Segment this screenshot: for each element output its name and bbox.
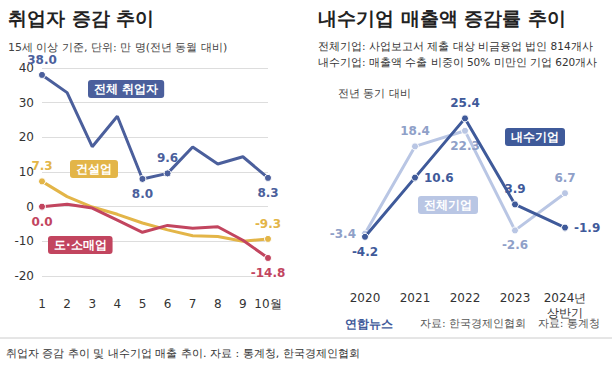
svg-text:20: 20 — [19, 130, 34, 144]
svg-text:10.6: 10.6 — [424, 171, 454, 185]
svg-text:자료: 통계청: 자료: 통계청 — [537, 317, 600, 330]
svg-text:22.3: 22.3 — [450, 139, 480, 153]
svg-text:9.6: 9.6 — [157, 151, 178, 165]
svg-text:-4.2: -4.2 — [352, 245, 378, 259]
svg-text:10월: 10월 — [254, 297, 281, 311]
svg-text:-3.4: -3.4 — [330, 227, 356, 241]
svg-text:38.0: 38.0 — [27, 53, 57, 67]
svg-text:상반기: 상반기 — [547, 306, 583, 320]
svg-text:6.7: 6.7 — [554, 171, 575, 185]
svg-text:9: 9 — [239, 297, 247, 311]
svg-text:7: 7 — [189, 297, 197, 311]
svg-text:3: 3 — [88, 297, 96, 311]
svg-text:7.3: 7.3 — [31, 159, 52, 173]
svg-text:1: 1 — [38, 297, 46, 311]
svg-text:8.3: 8.3 — [257, 186, 278, 200]
svg-text:-10: -10 — [14, 234, 34, 248]
svg-text:-2.6: -2.6 — [502, 238, 528, 252]
svg-text:건설업: 건설업 — [76, 162, 112, 176]
svg-text:2: 2 — [63, 297, 71, 311]
svg-text:25.4: 25.4 — [450, 96, 480, 110]
svg-text:-9.3: -9.3 — [255, 217, 281, 231]
svg-text:-1.9: -1.9 — [574, 221, 600, 235]
svg-text:6: 6 — [164, 297, 172, 311]
svg-text:도·소매업: 도·소매업 — [54, 238, 107, 252]
svg-text:4: 4 — [114, 297, 122, 311]
svg-text:3.9: 3.9 — [504, 182, 525, 196]
svg-text:전체기업: 사업보고서 제출 대상 비금융업 법인 814개: 전체기업: 사업보고서 제출 대상 비금융업 법인 814개사 — [318, 40, 593, 52]
svg-text:2022: 2022 — [450, 291, 481, 305]
svg-text:내수기업 매출액 증감률 추이: 내수기업 매출액 증감률 추이 — [318, 7, 566, 29]
svg-text:2020: 2020 — [350, 291, 381, 305]
svg-text:5: 5 — [139, 297, 147, 311]
svg-text:-20: -20 — [14, 269, 34, 283]
svg-text:내수기업: 매출액 수출 비중이 50% 미만인 기업 62: 내수기업: 매출액 수출 비중이 50% 미만인 기업 620개사 — [318, 56, 597, 68]
svg-text:취업자 증감 추이 및 내수기업 매출 추이. 자료 : 통: 취업자 증감 추이 및 내수기업 매출 추이. 자료 : 통계청, 한국경제인협… — [6, 347, 360, 360]
svg-text:2021: 2021 — [400, 291, 431, 305]
svg-text:전체 취업자: 전체 취업자 — [94, 82, 158, 96]
svg-text:18.4: 18.4 — [400, 124, 430, 138]
svg-text:취업자 증감 추이: 취업자 증감 추이 — [8, 7, 154, 29]
svg-text:연합뉴스: 연합뉴스 — [345, 317, 393, 331]
svg-text:전체기업: 전체기업 — [424, 198, 472, 212]
svg-text:10: 10 — [18, 165, 34, 179]
svg-text:40: 40 — [18, 61, 34, 75]
svg-text:0.0: 0.0 — [31, 215, 52, 229]
svg-text:8.0: 8.0 — [132, 187, 153, 201]
svg-text:8: 8 — [214, 297, 222, 311]
svg-text:내수기업: 내수기업 — [511, 130, 559, 144]
svg-text:2024년: 2024년 — [544, 291, 587, 305]
svg-text:전년 동기 대비: 전년 동기 대비 — [338, 87, 411, 100]
svg-text:자료: 한국경제인협회: 자료: 한국경제인협회 — [420, 317, 526, 330]
svg-text:15세 이상 기준, 단위: 만 명(전년 동월 대비): 15세 이상 기준, 단위: 만 명(전년 동월 대비) — [8, 41, 228, 54]
svg-text:30: 30 — [19, 96, 34, 110]
svg-text:0: 0 — [26, 200, 34, 214]
svg-text:2023: 2023 — [500, 291, 531, 305]
svg-text:-14.8: -14.8 — [251, 266, 286, 280]
